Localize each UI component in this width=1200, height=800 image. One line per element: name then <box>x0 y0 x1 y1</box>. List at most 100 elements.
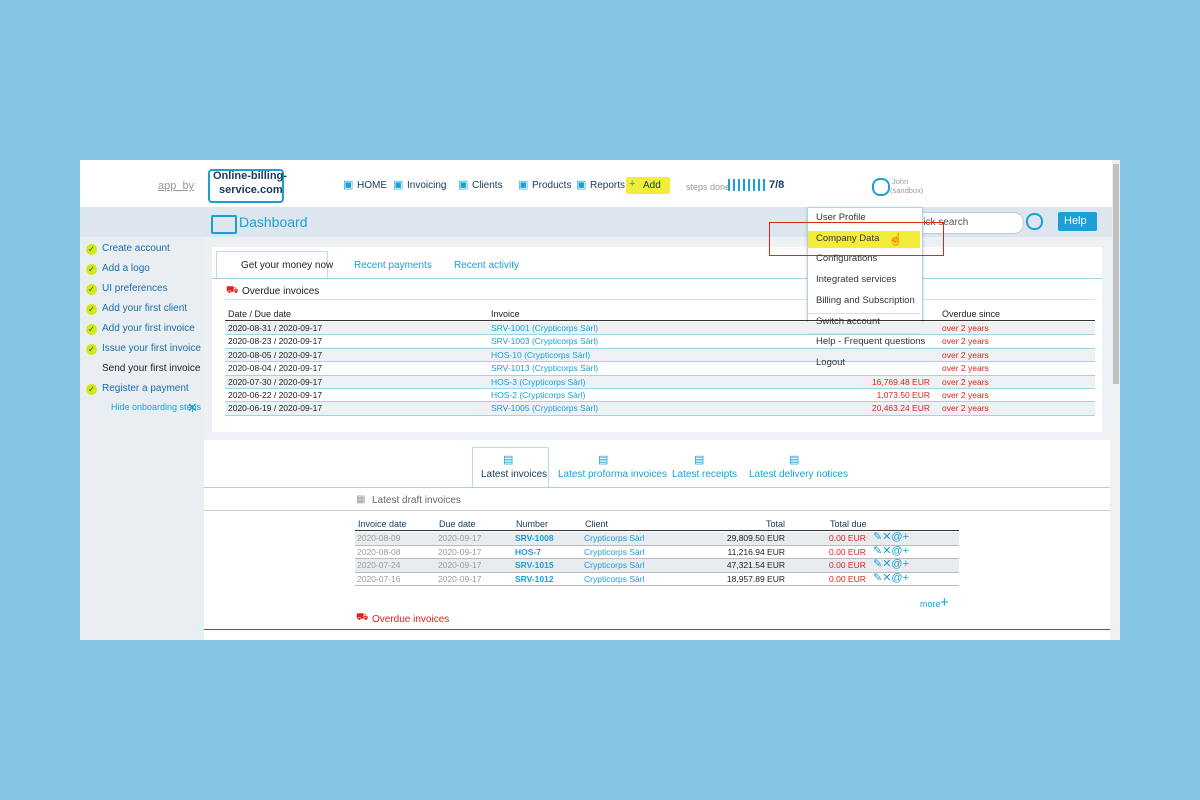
overdue-since: over 2 years <box>942 323 989 333</box>
invoice-link[interactable]: HOS-10 (Crypticorps Sàrl) <box>491 349 591 360</box>
client[interactable]: Crypticorps Sàrl <box>584 533 645 543</box>
user-avatar[interactable] <box>872 178 890 196</box>
invoice-number[interactable]: SRV-1015 <box>515 560 554 570</box>
more-link[interactable]: more <box>920 599 941 609</box>
menu-item[interactable]: Integrated services <box>816 274 897 286</box>
scrollbar-thumb[interactable] <box>1113 164 1119 384</box>
column-header: Invoice date <box>358 519 407 529</box>
client[interactable]: Crypticorps Sàrl <box>584 573 645 584</box>
invoice-number[interactable]: SRV-1012 <box>515 573 554 584</box>
invoice-link[interactable]: HOS-3 (Crypticorps Sàrl) <box>491 376 586 387</box>
nav-icon[interactable]: ▣ <box>393 179 404 191</box>
nav-item[interactable]: Invoicing <box>407 180 447 191</box>
step-check: ✓ <box>86 244 97 255</box>
invoice-link[interactable]: SRV-1005 (Crypticorps Sàrl) <box>491 403 599 414</box>
tab-icon[interactable]: ▤ <box>789 454 800 466</box>
help-label[interactable]: Help <box>1064 215 1087 227</box>
row-line <box>225 374 1095 376</box>
total: 47,321.54 EUR <box>726 560 785 570</box>
amount: 20,463.24 EUR <box>871 403 930 414</box>
nav-icon[interactable]: ▣ <box>518 179 529 191</box>
invoice-link[interactable]: SRV-1013 (Crypticorps Sàrl) <box>491 363 599 374</box>
row-line <box>225 401 1095 403</box>
invoice-link[interactable]: HOS-2 (Crypticorps Sàrl) <box>491 390 586 400</box>
nav-item[interactable]: HOME <box>357 180 387 191</box>
tab[interactable]: Latest receipts <box>672 469 738 480</box>
row-line <box>225 334 1095 336</box>
total: 18,957.89 EUR <box>726 573 785 584</box>
tab-icon[interactable]: ▤ <box>503 454 514 466</box>
step-check: ✓ <box>86 264 97 275</box>
logo[interactable] <box>208 169 284 203</box>
onboarding-step[interactable]: Add your first invoice <box>102 323 195 334</box>
row-actions[interactable]: ✎✕@+ <box>873 544 910 557</box>
onboarding-step[interactable]: Create account <box>102 243 170 254</box>
row-actions[interactable]: ✎✕@+ <box>873 531 910 543</box>
page-title: Dashboard <box>239 214 308 230</box>
invoice-link[interactable]: SRV-1003 (Crypticorps Sàrl) <box>491 336 599 347</box>
hide-icon[interactable]: ✕ <box>187 400 198 415</box>
onboarding-step[interactable]: Register a payment <box>102 383 189 394</box>
tab[interactable]: Latest delivery notices <box>749 469 848 480</box>
active-tab-box <box>216 251 328 279</box>
invoice-number[interactable]: HOS-7 <box>515 546 541 557</box>
add-button[interactable] <box>626 177 670 194</box>
menu-item[interactable]: User Profile <box>816 212 866 223</box>
nav-item[interactable]: Products <box>532 180 572 191</box>
onboarding-step[interactable]: Issue your first invoice <box>102 343 201 354</box>
invoice-link[interactable]: SRV-1001 (Crypticorps Sàrl) <box>491 323 599 333</box>
total-due: 0.00 EUR <box>829 533 866 543</box>
nav-icon[interactable]: ▣ <box>576 179 587 191</box>
invoice-date: 2020-08-09 <box>357 533 401 543</box>
nav-icon[interactable]: ▣ <box>458 179 469 191</box>
more-icon[interactable]: + <box>940 594 949 611</box>
tab[interactable]: Latest proforma invoices <box>558 469 667 480</box>
nav-icon[interactable]: ▣ <box>343 179 354 191</box>
menu-item[interactable]: Logout <box>816 356 846 368</box>
due-date: 2020-08-31 / 2020-09-17 <box>228 323 323 333</box>
user-account[interactable]: (sandbox) <box>890 186 924 195</box>
search-button[interactable] <box>1026 213 1043 230</box>
tab[interactable]: Get your money now <box>241 260 334 271</box>
nav-item[interactable]: Add <box>643 180 661 191</box>
nav-item[interactable]: Clients <box>472 180 503 191</box>
menu-item[interactable]: Configurations <box>816 253 878 265</box>
app-by[interactable]: app_by <box>158 180 195 192</box>
column-header: Client <box>585 519 609 529</box>
tab[interactable]: Recent activity <box>454 260 520 271</box>
help-button[interactable] <box>1058 212 1097 231</box>
onboarding-step[interactable]: Send your first invoice <box>102 363 201 374</box>
column-header: Total <box>765 519 785 529</box>
tab-icon[interactable]: ▤ <box>694 454 705 466</box>
menu-item[interactable]: Company Data <box>816 232 880 244</box>
row-actions[interactable]: ✎✕@+ <box>873 558 910 570</box>
tab[interactable]: Latest invoices <box>481 469 548 480</box>
tab[interactable]: Recent payments <box>354 260 432 271</box>
hide-onboarding[interactable]: Hide onboarding steps <box>111 402 202 412</box>
onboarding-step[interactable]: Add your first client <box>102 303 188 314</box>
nav-item[interactable]: Reports <box>590 180 626 191</box>
menu-item[interactable]: Billing and Subscription <box>816 294 915 306</box>
menu-item[interactable]: Help - Frequent questions <box>816 336 926 348</box>
invoice-number[interactable]: SRV-1008 <box>515 533 554 543</box>
onboarding-step[interactable]: UI preferences <box>102 283 168 294</box>
overdue-since: over 2 years <box>942 403 989 414</box>
row-actions[interactable]: ✎✕@+ <box>873 571 910 584</box>
menu-item[interactable]: Switch account <box>816 315 880 327</box>
due-date: 2020-09-17 <box>438 533 482 543</box>
scrollbar <box>1112 160 1120 640</box>
column-header: Total due <box>830 519 867 529</box>
tab-line <box>212 278 1102 279</box>
row-bg <box>225 402 1095 415</box>
nav-icon[interactable]: + <box>629 178 636 190</box>
user-name[interactable]: John <box>892 177 909 186</box>
tab-icon[interactable]: ▤ <box>598 454 609 466</box>
onboarding-step[interactable]: Add a logo <box>102 263 150 274</box>
step-check: ✓ <box>86 284 97 295</box>
total: 29,809.50 EUR <box>726 533 785 543</box>
amount: 16,769.48 EUR <box>871 376 930 387</box>
client[interactable]: Crypticorps Sàrl <box>584 560 645 570</box>
steps-progress <box>728 179 768 191</box>
client[interactable]: Crypticorps Sàrl <box>584 546 645 557</box>
overdue-title: Overdue invoices <box>242 286 320 297</box>
